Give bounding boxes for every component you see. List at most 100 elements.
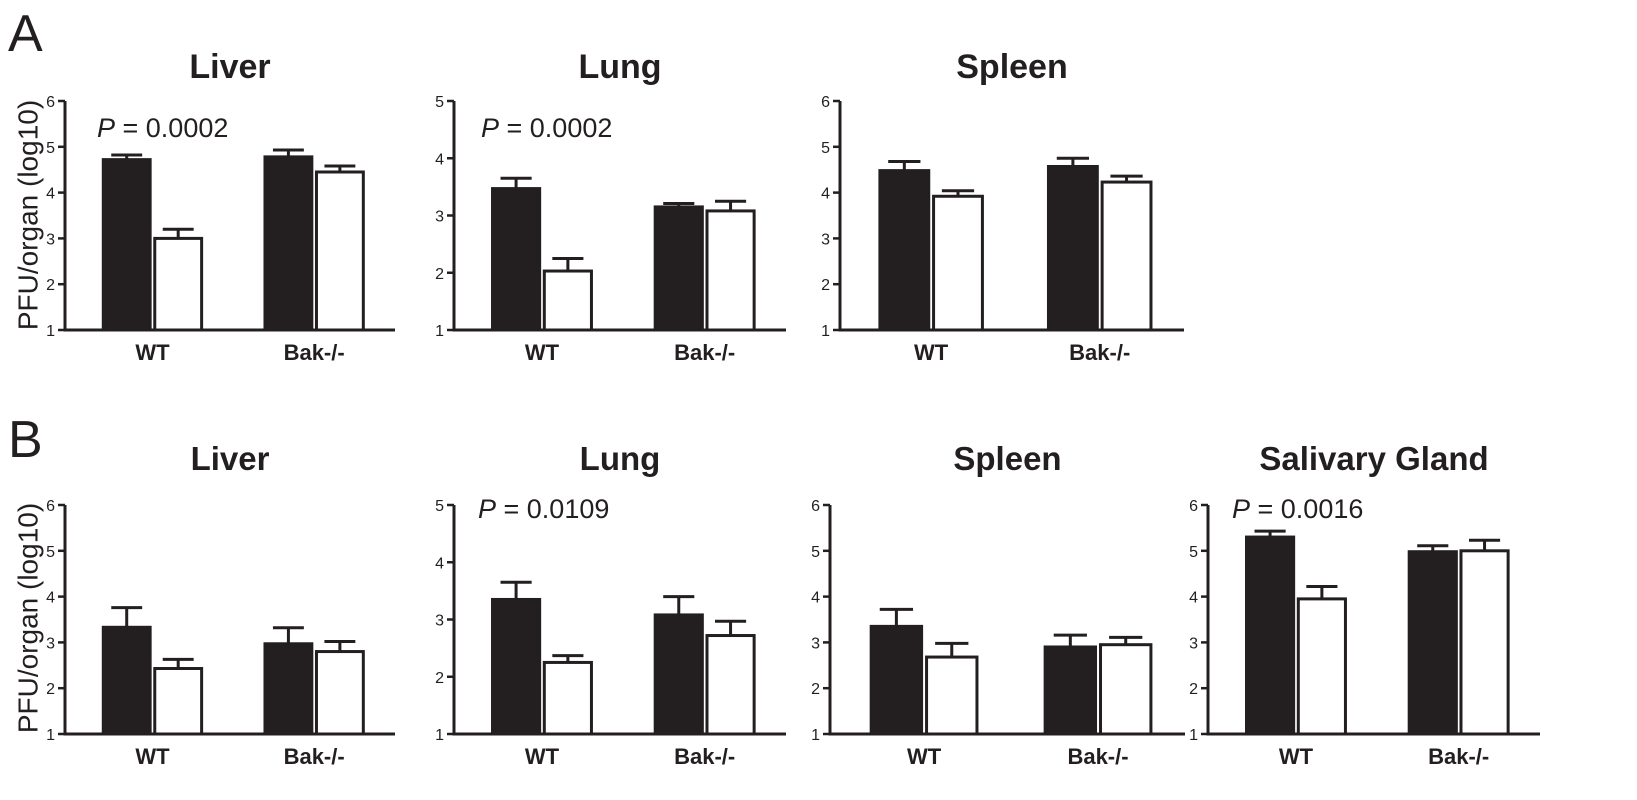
bar [153,667,204,736]
category-label: Bak-/- [674,340,735,365]
p-symbol: P [481,113,499,143]
bar [1296,597,1347,736]
p-value-annotation: P = 0.0016 [1232,494,1363,524]
y-tick-label: 1 [1189,727,1198,744]
y-tick-label: 5 [821,140,830,157]
y-tick-label: 6 [46,94,55,111]
y-tick-label: 2 [435,266,444,283]
y-tick-label: 3 [821,231,830,248]
y-tick-label: 2 [1189,681,1198,698]
category-label: Bak-/- [1069,340,1130,365]
chart-title: Salivary Gland [1259,440,1488,477]
y-tick-label: 3 [1189,635,1198,652]
y-tick-label: 1 [435,323,444,340]
bar [925,655,979,736]
p-value-text: = 0.0016 [1250,494,1363,524]
chart-title: Lung [580,440,661,477]
chart-title: Lung [578,48,661,86]
y-tick-label: 5 [811,544,820,561]
y-tick-label: 1 [435,727,444,744]
y-tick-label: 5 [435,94,444,111]
bar [263,642,314,736]
y-axis-label: PFU/organ (log10) [12,503,43,733]
y-tick-label: 3 [435,209,444,226]
category-label: WT [914,340,949,365]
bar [314,170,365,332]
chart-title: Liver [191,440,270,477]
chart-spleen: Spleen 1 2 3 4 5 6 WT Bak-/- [811,440,1185,769]
y-tick-label: 3 [46,635,55,652]
category-label: Bak-/- [284,744,345,769]
y-tick-label: 2 [46,681,55,698]
y-tick-label: 4 [821,186,830,203]
p-value-annotation: P = 0.0002 [481,113,612,143]
y-tick-label: 3 [811,635,820,652]
p-symbol: P [478,494,496,524]
p-value-text: = 0.0109 [496,494,609,524]
p-value-text: = 0.0002 [499,113,612,143]
chart-title: Spleen [953,440,1061,477]
y-tick-label: 2 [435,670,444,687]
bar [153,236,204,332]
y-tick-label: 4 [1189,590,1198,607]
y-tick-label: 6 [811,498,820,515]
bar [653,205,704,332]
bar [705,634,756,736]
y-tick-label: 6 [1189,498,1198,515]
chart-lung: Lung 1 2 3 4 5 WT Bak-/- P = 0.0002 [435,48,786,365]
bar [542,269,593,332]
chart-spleen: Spleen 1 2 3 4 5 6 WT Bak-/- [821,48,1184,365]
category-label: WT [135,340,170,365]
bar [1099,643,1153,736]
chart-liver: Liver 1 2 3 4 5 6 WT Bak-/- P = 0.0002 [46,48,395,365]
category-label: Bak-/- [1428,744,1489,769]
bar [542,660,593,736]
y-tick-label: 3 [435,613,444,630]
bar [1100,180,1153,332]
chart-salivary-gland: Salivary Gland 1 2 3 4 5 6 WT Bak-/- P = 0.0016 [1189,440,1540,769]
bar [101,158,152,332]
y-tick-label: 5 [1189,544,1198,561]
y-axis-label: PFU/organ (log10) [12,100,43,330]
category-label: Bak-/- [284,340,345,365]
y-tick-label: 4 [46,590,55,607]
category-label: WT [1279,744,1314,769]
y-tick-label: 3 [46,231,55,248]
y-tick-label: 4 [811,590,820,607]
category-label: Bak-/- [674,744,735,769]
bar [705,209,756,332]
chart-liver: Liver 1 2 3 4 5 6 WT Bak-/- [46,440,395,769]
bar [878,169,931,332]
y-tick-label: 1 [811,727,820,744]
category-label: WT [525,340,560,365]
y-tick-label: 6 [46,498,55,515]
y-tick-label: 1 [46,727,55,744]
bar [491,597,542,736]
p-symbol: P [97,113,115,143]
bar [1459,549,1510,736]
y-tick-label: 5 [435,498,444,515]
y-tick-label: 1 [821,323,830,340]
y-tick-label: 5 [46,140,55,157]
p-value-annotation: P = 0.0109 [478,494,609,524]
bar [1046,164,1099,332]
bar [1407,550,1458,736]
y-tick-label: 6 [821,94,830,111]
chart-title: Liver [189,48,270,86]
chart-title: Spleen [956,48,1067,86]
p-value-text: = 0.0002 [115,113,228,143]
bar [101,625,152,736]
bar [491,187,542,332]
y-tick-label: 4 [435,151,444,168]
p-symbol: P [1232,494,1250,524]
y-tick-label: 4 [435,555,444,572]
p-value-annotation: P = 0.0002 [97,113,228,143]
y-tick-label: 1 [46,323,55,340]
y-tick-label: 2 [811,681,820,698]
y-tick-label: 2 [46,277,55,294]
category-label: Bak-/- [1067,744,1128,769]
panel-label-a: A [8,5,43,63]
chart-lung: Lung 1 2 3 4 5 WT Bak-/- P = 0.0109 [435,440,786,769]
category-label: WT [525,744,560,769]
category-label: WT [135,744,170,769]
